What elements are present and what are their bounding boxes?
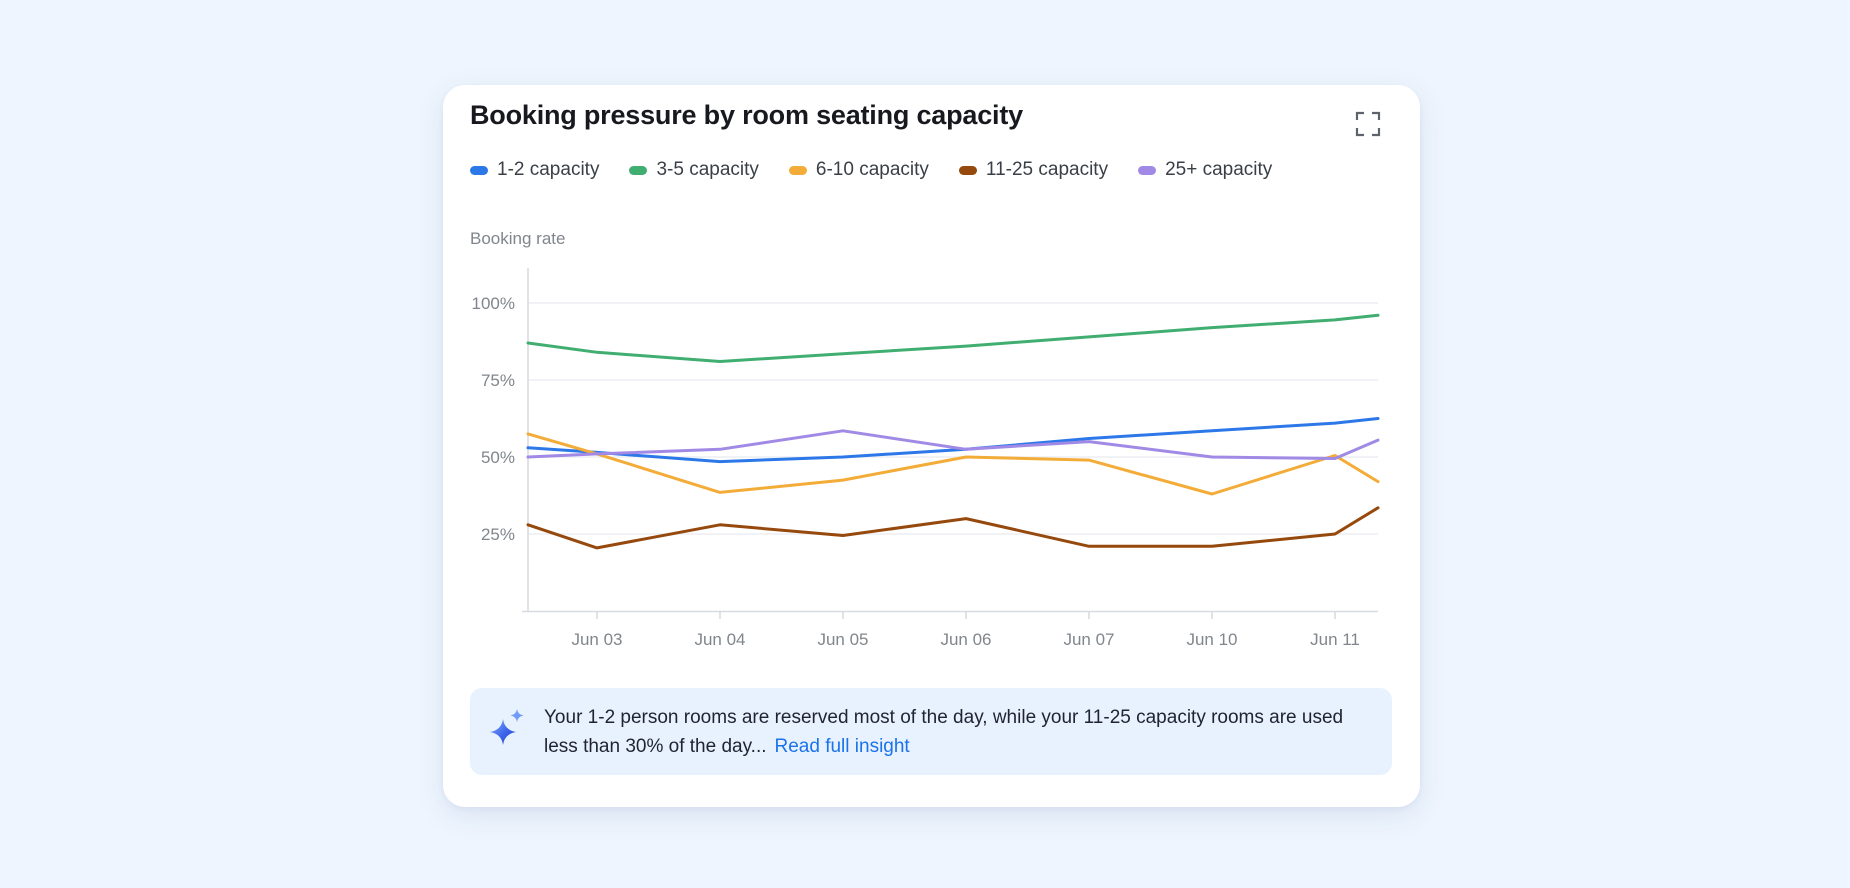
legend-label: 1-2 capacity <box>497 159 600 180</box>
legend-label: 6-10 capacity <box>815 159 929 180</box>
y-tick-label: 25% <box>481 525 515 544</box>
x-tick-label: Jun 06 <box>940 630 991 649</box>
y-axis-title: Booking rate <box>470 229 566 248</box>
y-tick-label: 100% <box>472 294 515 313</box>
series-line-25+-capacity[interactable] <box>526 429 1380 460</box>
legend-item-3-5-capacity[interactable]: 3-5 capacity <box>629 159 759 181</box>
legend-swatch <box>788 165 807 175</box>
legend-item-6-10-capacity[interactable]: 6-10 capacity <box>788 159 929 181</box>
legend-swatch <box>470 165 488 175</box>
x-tick-label: Jun 03 <box>571 630 622 649</box>
insight-text: Your 1-2 person rooms are reserved most … <box>544 706 1344 757</box>
y-tick-label: 50% <box>481 448 515 467</box>
x-tick-label: Jun 05 <box>817 630 868 649</box>
legend-item-11-25-capacity[interactable]: 11-25 capacity <box>958 159 1109 181</box>
x-tick-label: Jun 10 <box>1186 630 1237 649</box>
sparkle-icon <box>490 707 528 754</box>
legend-label: 3-5 capacity <box>656 159 759 180</box>
fullscreen-icon <box>1355 111 1381 137</box>
expand-button[interactable] <box>1352 109 1384 141</box>
chart-legend: 1-2 capacity 3-5 capacity 6-10 capacity 11-… <box>470 159 1272 181</box>
series-line-11-25-capacity[interactable] <box>526 506 1380 550</box>
legend-label: 11-25 capacity <box>985 159 1109 180</box>
legend-item-25+-capacity[interactable]: 25+ capacity <box>1138 159 1272 181</box>
legend-swatch <box>958 165 977 175</box>
legend-swatch <box>629 165 648 175</box>
x-tick-label: Jun 04 <box>694 630 745 649</box>
x-tick-label: Jun 07 <box>1063 630 1114 649</box>
chart-card: Booking pressure by room seating capacit… <box>443 85 1420 807</box>
series-line-1-2-capacity[interactable] <box>526 417 1380 464</box>
line-chart[interactable]: 100% 75% 50% 25% Jun 03 Jun 04 Jun 05 Jun 06 Jun… <box>443 260 1420 670</box>
x-tick-label: Jun 11 <box>1310 630 1360 649</box>
read-full-insight-link[interactable]: Read full insight <box>774 735 910 757</box>
series-line-6-10-capacity[interactable] <box>526 432 1380 496</box>
legend-item-1-2-capacity[interactable]: 1-2 capacity <box>470 159 599 181</box>
insight-banner: Your 1-2 person rooms are reserved most … <box>470 688 1392 775</box>
y-tick-label: 75% <box>481 371 515 390</box>
legend-label: 25+ capacity <box>1165 159 1273 180</box>
series-line-3-5-capacity[interactable] <box>526 313 1380 363</box>
chart-title: Booking pressure by room seating capacit… <box>470 100 1023 130</box>
legend-swatch <box>1138 165 1157 175</box>
